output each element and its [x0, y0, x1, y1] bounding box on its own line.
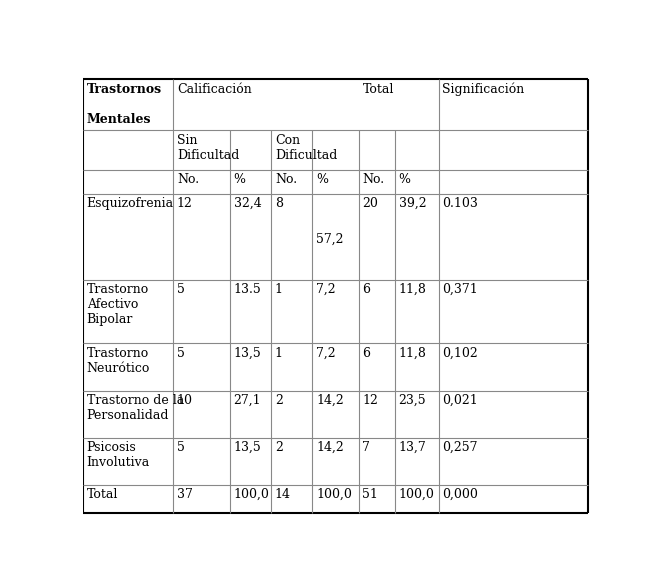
Text: Trastornos

Mentales: Trastornos Mentales — [86, 83, 162, 126]
Text: Trastorno
Neurótico: Trastorno Neurótico — [86, 347, 150, 375]
Text: No.: No. — [275, 173, 297, 187]
Text: Psicosis
Involutiva: Psicosis Involutiva — [86, 441, 150, 469]
Text: 39,2: 39,2 — [398, 197, 426, 210]
Text: 11,8: 11,8 — [398, 283, 426, 296]
Text: 5: 5 — [177, 347, 185, 360]
Text: 7,2: 7,2 — [316, 347, 336, 360]
Text: Trastorno de la
Personalidad: Trastorno de la Personalidad — [86, 394, 184, 421]
Text: 1: 1 — [275, 347, 283, 360]
Text: 2: 2 — [275, 441, 283, 454]
Text: 12: 12 — [177, 197, 193, 210]
Text: 6: 6 — [362, 347, 370, 360]
Text: 14: 14 — [275, 488, 291, 501]
Text: 5: 5 — [177, 283, 185, 296]
Text: 11,8: 11,8 — [398, 347, 426, 360]
Text: 14,2: 14,2 — [316, 394, 344, 407]
Text: 0.103: 0.103 — [442, 197, 478, 210]
Text: Calificación: Calificación — [177, 83, 251, 96]
Text: 51: 51 — [362, 488, 378, 501]
Text: 0,371: 0,371 — [442, 283, 478, 296]
Text: 37: 37 — [177, 488, 193, 501]
Text: 23,5: 23,5 — [398, 394, 426, 407]
Text: %: % — [233, 173, 245, 187]
Text: %: % — [398, 173, 410, 187]
Text: 0,021: 0,021 — [442, 394, 478, 407]
Text: 57,2: 57,2 — [316, 232, 344, 246]
Text: 10: 10 — [177, 394, 193, 407]
Text: 5: 5 — [177, 441, 185, 454]
Text: Esquizofrenia: Esquizofrenia — [86, 197, 174, 210]
Text: %: % — [316, 173, 328, 187]
Text: Significación: Significación — [442, 83, 525, 96]
Text: 8: 8 — [275, 197, 283, 210]
Text: No.: No. — [362, 173, 384, 187]
Text: Sin
Dificultad: Sin Dificultad — [177, 134, 239, 161]
Text: 13,7: 13,7 — [398, 441, 426, 454]
Text: Total: Total — [86, 488, 118, 501]
Text: 20: 20 — [362, 197, 378, 210]
Text: 32,4: 32,4 — [233, 197, 261, 210]
Text: 27,1: 27,1 — [233, 394, 261, 407]
Text: 0,257: 0,257 — [442, 441, 478, 454]
Text: 13,5: 13,5 — [233, 441, 261, 454]
Text: 6: 6 — [362, 283, 370, 296]
Text: 7: 7 — [362, 441, 370, 454]
Text: 100,0: 100,0 — [316, 488, 352, 501]
Text: 0,102: 0,102 — [442, 347, 478, 360]
Text: Trastorno
Afectivo
Bipolar: Trastorno Afectivo Bipolar — [86, 283, 149, 326]
Text: 2: 2 — [275, 394, 283, 407]
Text: 7,2: 7,2 — [316, 283, 336, 296]
Text: 13.5: 13.5 — [233, 283, 261, 296]
Text: 100,0: 100,0 — [398, 488, 434, 501]
Text: Con
Dificultad: Con Dificultad — [275, 134, 337, 161]
Text: 0,000: 0,000 — [442, 488, 478, 501]
Text: 13,5: 13,5 — [233, 347, 261, 360]
Text: 100,0: 100,0 — [233, 488, 269, 501]
Text: 12: 12 — [362, 394, 378, 407]
Text: Total: Total — [362, 83, 394, 96]
Text: 1: 1 — [275, 283, 283, 296]
Text: No.: No. — [177, 173, 199, 187]
Text: 14,2: 14,2 — [316, 441, 344, 454]
